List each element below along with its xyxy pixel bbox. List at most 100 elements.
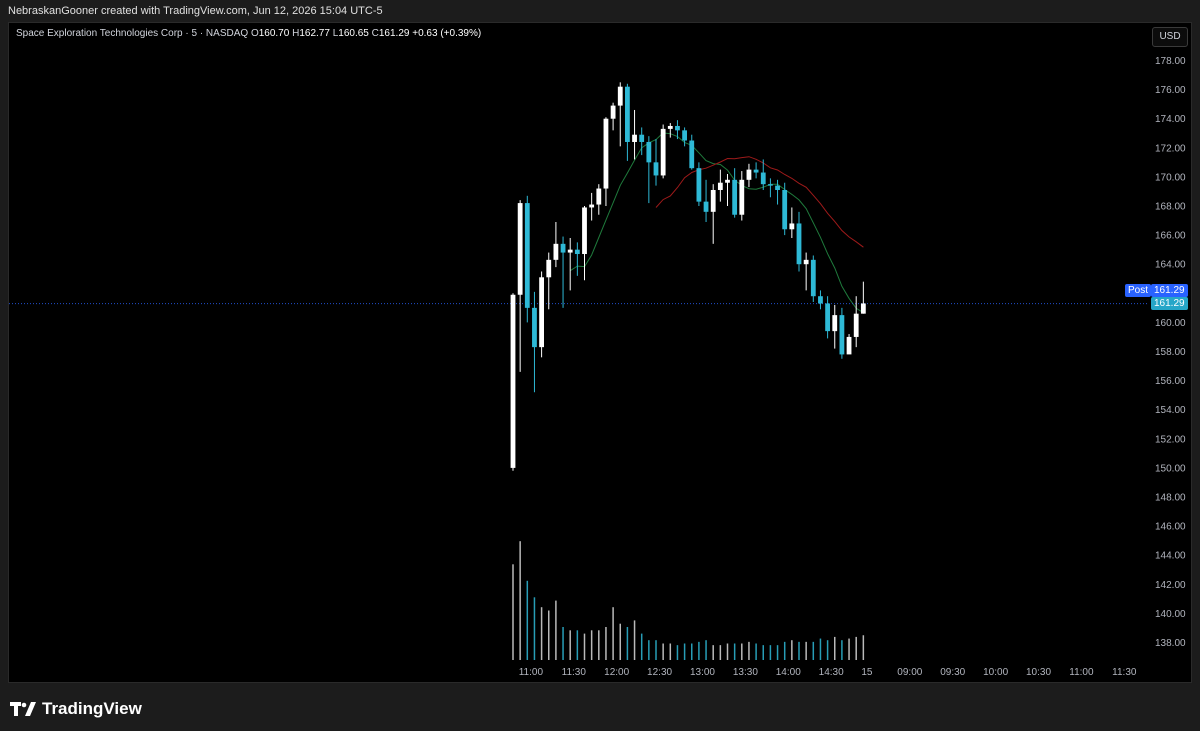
candle-body: [810, 259, 816, 297]
volume-bar: [640, 633, 643, 660]
candle-body: [789, 223, 795, 230]
change-value: +0.63 (+0.39%): [412, 28, 482, 39]
post-market-label: Post: [1125, 284, 1152, 297]
candle-body: [660, 128, 666, 176]
volume-bar: [548, 610, 550, 660]
x-tick-label: 13:00: [690, 667, 715, 678]
candle-body: [517, 203, 523, 295]
volume-bar: [512, 564, 514, 660]
candle-body: [703, 201, 709, 212]
x-tick-label: 11:30: [1112, 667, 1137, 678]
candle-body: [625, 86, 630, 142]
y-tick-label: 138.00: [1155, 638, 1186, 649]
volume-bar: [583, 633, 586, 660]
volume-bar: [848, 638, 850, 660]
x-tick-label: 09:00: [897, 667, 922, 678]
tradingview-logo-text: TradingView: [42, 699, 142, 718]
x-tick-label: 14:30: [819, 667, 844, 678]
x-tick-label: 11:30: [562, 667, 587, 678]
candle-body: [510, 294, 516, 468]
chart-panel[interactable]: [8, 22, 1192, 683]
fast-moving-average-line: [569, 132, 864, 314]
volume-bar: [540, 607, 543, 660]
volume-bar: [705, 640, 707, 660]
volume-bar: [826, 640, 829, 660]
y-tick-label: 166.00: [1155, 231, 1186, 242]
volume-bar: [819, 638, 822, 660]
volume-bar: [526, 580, 529, 660]
candle-body: [667, 125, 673, 129]
candle-body: [696, 168, 702, 202]
open-label: O: [250, 28, 259, 39]
x-tick-label: 10:00: [983, 667, 1008, 678]
volume-bar: [748, 641, 750, 660]
volume-bar: [805, 641, 807, 660]
volume-bar: [683, 643, 686, 660]
candle-body: [610, 105, 616, 119]
ohlc-legend: Space Exploration Technologies Corp · 5 …: [16, 28, 481, 39]
close-label: C: [371, 28, 379, 39]
open-value: 160.70: [258, 28, 290, 39]
volume-bar: [834, 636, 836, 660]
y-tick-label: 176.00: [1155, 85, 1186, 96]
high-label: H: [292, 28, 300, 39]
candle-body: [832, 315, 838, 332]
volume-bar: [562, 627, 564, 660]
volume-bar: [519, 541, 521, 660]
candle-body: [553, 243, 559, 260]
x-tick-label: 11:00: [519, 667, 544, 678]
low-label: L: [332, 28, 339, 39]
candle-body: [753, 169, 759, 173]
volume-bar: [698, 641, 700, 660]
y-tick-label: 152.00: [1155, 434, 1186, 445]
volume-bar: [762, 645, 764, 660]
volume-bar: [733, 643, 736, 660]
y-tick-label: 150.00: [1155, 463, 1186, 474]
tradingview-logo[interactable]: TradingView: [10, 699, 142, 719]
volume-bar: [569, 630, 571, 660]
volume-bar: [619, 623, 621, 660]
volume-bar: [812, 641, 815, 660]
y-tick-label: 140.00: [1155, 609, 1186, 620]
candle-body: [603, 118, 609, 189]
volume-bar: [712, 645, 714, 660]
volume-bar: [533, 597, 536, 660]
volume-bar: [669, 643, 672, 660]
candle-body: [803, 259, 809, 265]
close-value: 161.29: [378, 28, 410, 39]
candle-body: [560, 243, 566, 253]
footer: [0, 683, 1200, 731]
candle-body: [532, 307, 537, 348]
y-tick-label: 164.00: [1155, 260, 1186, 271]
candle-body: [860, 303, 866, 314]
y-tick-label: 174.00: [1155, 114, 1186, 125]
y-tick-label: 156.00: [1155, 376, 1186, 387]
volume-bar: [576, 630, 579, 660]
post-market-price-tag: 161.29: [1151, 284, 1188, 297]
candle-body: [818, 296, 823, 304]
volume-bar: [626, 627, 629, 660]
x-tick-label: 12:00: [604, 667, 629, 678]
volume-bar: [676, 645, 679, 660]
candle-body: [839, 315, 845, 355]
currency-button[interactable]: USD: [1152, 27, 1188, 47]
volume-bar: [605, 627, 607, 660]
volume-bar: [555, 600, 557, 660]
high-value: 162.77: [299, 28, 330, 39]
volume-bar: [598, 630, 600, 660]
volume-bar: [841, 640, 843, 660]
candle-body: [574, 249, 580, 255]
volume-bar: [755, 643, 757, 660]
volume-bar: [662, 643, 664, 660]
low-value: 160.65: [338, 28, 369, 39]
symbol-description[interactable]: Space Exploration Technologies Corp · 5 …: [16, 28, 249, 39]
candle-body: [567, 249, 573, 253]
candle-body: [589, 204, 595, 208]
tradingview-logo-icon: [10, 702, 36, 716]
y-tick-label: 178.00: [1155, 56, 1186, 67]
y-tick-label: 168.00: [1155, 202, 1186, 213]
y-tick-label: 146.00: [1155, 522, 1186, 533]
volume-bar: [798, 641, 800, 660]
volume-bar: [612, 607, 614, 660]
